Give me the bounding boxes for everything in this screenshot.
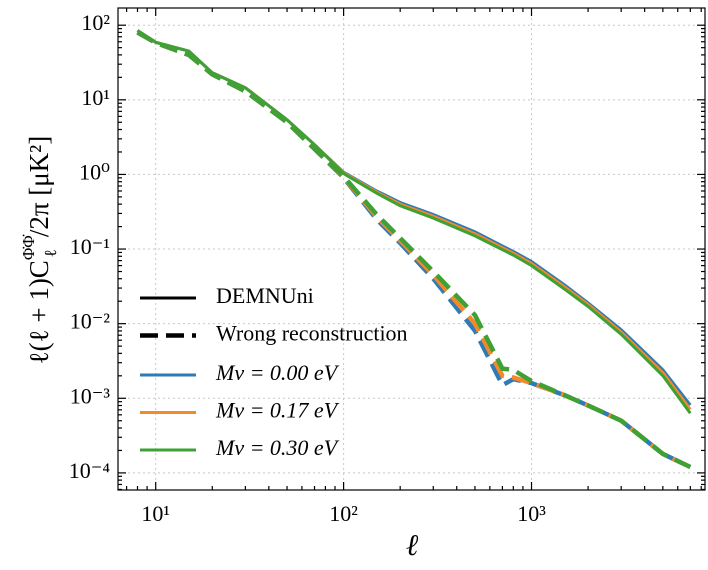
legend-label: Mν = 0.17 eV xyxy=(215,398,340,423)
y-axis-label: ℓ(ℓ + 1)CΦ̇Φ̇ ℓ/2π [μK²] xyxy=(19,136,60,365)
line xyxy=(136,29,692,415)
x-tick-label: 10³ xyxy=(517,501,546,526)
y-label-sub: ℓ xyxy=(41,249,60,257)
y-tick-label: 10¹ xyxy=(81,85,110,110)
legend-label: Mν = 0.00 eV xyxy=(215,360,340,385)
x-tick-label: 10¹ xyxy=(141,501,170,526)
legend-label: Wrong reconstruction xyxy=(216,321,408,346)
line xyxy=(136,29,692,407)
y-label-main: ℓ(ℓ + 1)C xyxy=(24,260,54,364)
legend-label: Mν = 0.30 eV xyxy=(215,435,340,460)
y-label-rest: /2π [μK²] xyxy=(24,136,54,237)
x-axis-label: ℓ xyxy=(406,529,419,562)
plot-frame xyxy=(117,7,706,491)
y-tick-label: 10⁻³ xyxy=(70,383,111,408)
legend-label: DEMNUni xyxy=(216,283,314,308)
wrong-line xyxy=(136,30,692,470)
y-tick-label: 10⁻² xyxy=(70,309,111,334)
line xyxy=(136,29,692,411)
y-tick-label: 10⁰ xyxy=(79,159,110,184)
y-tick-label: 10⁻⁴ xyxy=(69,458,111,483)
y-tick-label: 10⁻¹ xyxy=(70,234,110,259)
x-tick-label: 10² xyxy=(329,501,358,526)
y-label-sup: Φ̇Φ̇ xyxy=(19,234,38,260)
y-tick-label: 10² xyxy=(81,10,110,35)
